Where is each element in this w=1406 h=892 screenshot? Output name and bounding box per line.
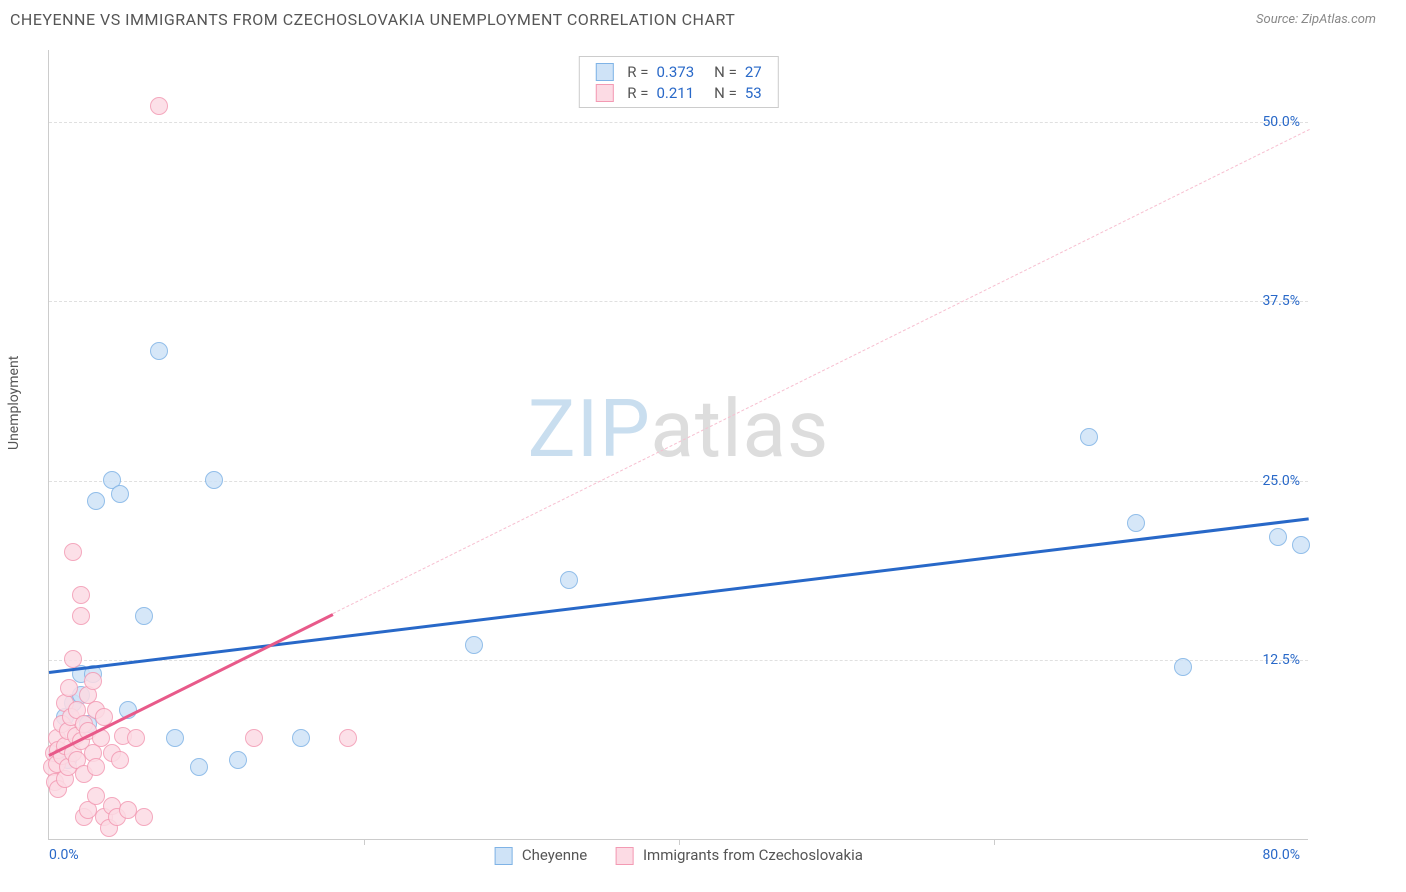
cheyenne-point	[292, 729, 310, 747]
legend-label: Immigrants from Czechoslovakia	[643, 846, 863, 864]
czech-point	[72, 586, 90, 604]
correlation-legend: R =0.373 N =27 R =0.211 N =53	[578, 56, 778, 108]
cheyenne-point	[205, 471, 223, 489]
r-value: 0.211	[652, 82, 698, 103]
cheyenne-point	[87, 492, 105, 510]
watermark: ZIPatlas	[528, 382, 830, 476]
legend-swatch	[595, 63, 613, 81]
czech-point	[245, 729, 263, 747]
n-label: N =	[710, 61, 741, 82]
watermark-zip: ZIP	[528, 382, 651, 476]
cheyenne-point	[150, 342, 168, 360]
legend-row: R =0.211 N =53	[591, 82, 765, 103]
czech-point	[64, 543, 82, 561]
x-axis-min: 0.0%	[49, 847, 79, 863]
czech-point	[64, 650, 82, 668]
czech-point	[84, 672, 102, 690]
cheyenne-point	[166, 729, 184, 747]
r-value: 0.373	[652, 61, 698, 82]
legend-item: Cheyenne	[494, 846, 587, 864]
legend-swatch	[615, 847, 633, 865]
cheyenne-point	[1127, 514, 1145, 532]
cheyenne-point	[465, 636, 483, 654]
series-legend: Cheyenne Immigrants from Czechoslovakia	[480, 846, 877, 865]
czech-point	[87, 758, 105, 776]
y-tick-label: 12.5%	[1262, 652, 1300, 668]
r-label: R =	[623, 82, 652, 103]
gridline	[49, 301, 1308, 302]
chart-title: CHEYENNE VS IMMIGRANTS FROM CZECHOSLOVAK…	[10, 10, 735, 29]
cheyenne-point	[111, 485, 129, 503]
watermark-atlas: atlas	[650, 382, 829, 476]
cheyenne-point	[190, 758, 208, 776]
trend-line	[49, 517, 1309, 674]
czech-point	[135, 808, 153, 826]
legend-swatch	[595, 84, 613, 102]
y-tick-label: 37.5%	[1262, 293, 1300, 309]
y-tick-label: 50.0%	[1262, 114, 1300, 130]
cheyenne-point	[135, 607, 153, 625]
cheyenne-point	[1080, 428, 1098, 446]
czech-point	[127, 729, 145, 747]
n-value: 27	[741, 61, 766, 82]
legend-label: Cheyenne	[522, 846, 587, 864]
czech-point	[339, 729, 357, 747]
x-tick	[994, 839, 995, 845]
czech-point	[72, 607, 90, 625]
y-tick-label: 25.0%	[1262, 473, 1300, 489]
legend-item: Immigrants from Czechoslovakia	[615, 846, 863, 864]
x-tick	[364, 839, 365, 845]
cheyenne-point	[229, 751, 247, 769]
cheyenne-point	[1174, 658, 1192, 676]
gridline	[49, 481, 1308, 482]
x-axis-max: 80.0%	[1262, 847, 1300, 863]
czech-point	[60, 679, 78, 697]
cheyenne-point	[1269, 528, 1287, 546]
gridline	[49, 122, 1308, 123]
legend-row: R =0.373 N =27	[591, 61, 765, 82]
trend-line	[332, 129, 1309, 614]
cheyenne-point	[1292, 536, 1310, 554]
cheyenne-point	[560, 571, 578, 589]
scatter-chart: ZIPatlas R =0.373N =27R =0.211N =53 0.0%…	[48, 50, 1308, 840]
y-axis-label: Unemployment	[6, 356, 22, 450]
n-label: N =	[710, 82, 741, 103]
czech-point	[150, 97, 168, 115]
n-value: 53	[741, 82, 766, 103]
legend-swatch	[494, 847, 512, 865]
source-attribution: Source: ZipAtlas.com	[1256, 12, 1376, 27]
r-label: R =	[623, 61, 652, 82]
czech-point	[111, 751, 129, 769]
x-tick	[679, 839, 680, 845]
